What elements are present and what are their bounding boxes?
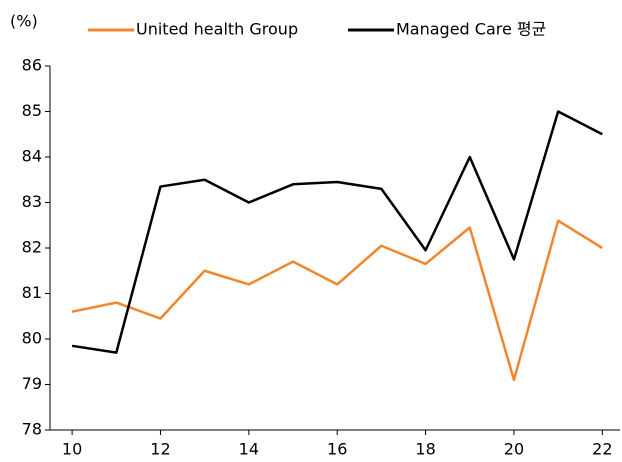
y-tick-label: 81: [22, 283, 42, 302]
y-tick-label: 78: [22, 420, 42, 439]
x-tick-label: 22: [592, 440, 612, 459]
x-tick-label: 14: [239, 440, 259, 459]
x-tick-label: 20: [504, 440, 524, 459]
x-tick-label: 10: [62, 440, 82, 459]
y-tick-label: 83: [22, 192, 42, 211]
x-tick-label: 16: [327, 440, 347, 459]
legend-label: Managed Care 평균: [396, 20, 546, 39]
y-tick-label: 80: [22, 329, 42, 348]
y-tick-label: 86: [22, 56, 42, 75]
series-line: [71, 219, 603, 382]
y-tick-label: 85: [22, 101, 42, 120]
x-tick-label: 12: [150, 440, 170, 459]
y-axis-label: (%): [10, 12, 38, 31]
series-line: [71, 110, 603, 354]
legend-label: United health Group: [136, 20, 298, 39]
y-tick-label: 79: [22, 374, 42, 393]
x-tick-label: 18: [415, 440, 435, 459]
y-tick-label: 84: [22, 147, 42, 166]
y-tick-label: 82: [22, 238, 42, 257]
